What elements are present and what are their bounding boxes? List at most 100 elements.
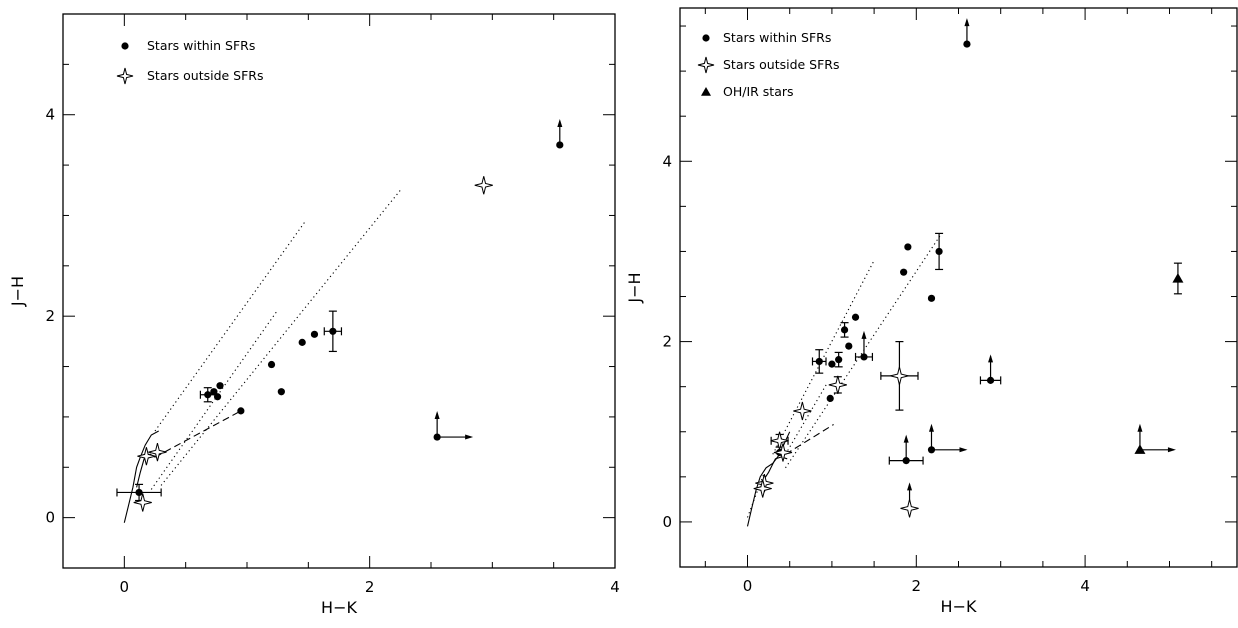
x-limit-arrowhead [959, 447, 968, 453]
data-point-annotations [811, 349, 827, 374]
y-tick-label: 4 [662, 152, 672, 170]
reddening-band-line [160, 189, 401, 486]
legend-marker [116, 67, 134, 85]
data-point [237, 407, 245, 415]
data-point [556, 141, 564, 149]
y-tick-label: 0 [662, 513, 672, 531]
data-point [845, 342, 853, 350]
data-point [860, 353, 868, 361]
data-point [753, 479, 772, 498]
y-tick-label: 2 [45, 307, 55, 325]
y-limit-arrowhead [928, 423, 934, 432]
data-point [310, 330, 319, 338]
y-limit-arrowhead [964, 18, 970, 27]
data-point [298, 338, 306, 346]
data-point [210, 388, 218, 396]
legend-marker [697, 56, 715, 74]
data-point [770, 431, 789, 450]
y-limit-arrowhead [861, 330, 867, 339]
axis-ticks [62, 13, 616, 569]
y-limit-arrowhead [434, 411, 440, 420]
data-point [204, 391, 212, 399]
legend-label: OH/IR stars [723, 84, 794, 99]
legend-label: Stars outside SFRs [147, 68, 264, 83]
data-point [851, 313, 860, 321]
y-tick-label: 4 [45, 106, 55, 124]
reddening-band-line [154, 220, 307, 432]
data-point [900, 268, 908, 276]
data-point [1172, 272, 1184, 283]
series-filled-circle [775, 18, 1002, 465]
data-point [773, 443, 793, 462]
x-tick-label: 2 [365, 578, 375, 596]
series-open-star [753, 340, 919, 518]
data-point [277, 388, 285, 396]
data-point [433, 433, 441, 441]
chart-panel-2: 0 2 4 0 2 4 H−K J−H Stars within SFRs Stars outsi… [625, 7, 1238, 616]
reddening-band-line [150, 309, 279, 490]
reddening-band-line [746, 472, 765, 518]
data-point [935, 247, 943, 256]
data-point [1134, 444, 1146, 454]
data-point [148, 443, 167, 462]
plot-frame [62, 13, 616, 569]
model-curves [123, 189, 401, 523]
y-axis-title: J−H [625, 272, 644, 303]
data-point [828, 360, 836, 368]
model-curves [746, 233, 943, 527]
x-tick-label: 0 [743, 577, 753, 595]
data-point [900, 499, 919, 518]
y-limit-arrowhead [907, 482, 913, 491]
data-point [890, 366, 909, 385]
ctts-locus-line [154, 410, 242, 458]
data-point-annotations [557, 118, 563, 145]
x-tick-label: 0 [120, 578, 130, 596]
data-point [216, 382, 224, 390]
x-tick-label: 4 [610, 578, 620, 596]
data-point [815, 357, 823, 366]
data-point [927, 446, 936, 454]
y-limit-arrowhead [557, 118, 563, 127]
axis-ticks [680, 8, 1237, 568]
legend-label: Stars outside SFRs [723, 57, 840, 72]
data-point [213, 393, 222, 401]
intrinsic-color-track [123, 430, 159, 523]
data-point [329, 327, 337, 335]
data-point [828, 375, 847, 394]
x-axis-title: H−K [941, 597, 977, 616]
x-tick-label: 4 [1080, 577, 1090, 595]
series-open-star [133, 176, 493, 512]
data-point [927, 294, 936, 302]
legend-marker [702, 34, 710, 42]
data-point [267, 360, 276, 369]
y-limit-arrowhead [988, 354, 994, 363]
x-tick-label: 2 [912, 577, 922, 595]
legend-marker [121, 42, 129, 50]
data-point [135, 488, 143, 497]
series-filled-triangle [1134, 262, 1184, 454]
data-point [902, 457, 910, 465]
y-axis-title: J−H [8, 276, 27, 307]
legend: Stars within SFRs Stars outside SFRs OH/IR… [697, 30, 840, 99]
data-point [133, 493, 152, 512]
series-filled-circle [116, 118, 564, 502]
data-point [904, 243, 912, 251]
data-point-annotations [928, 423, 968, 453]
ctts-locus-line [785, 424, 834, 455]
legend-marker [701, 87, 711, 96]
data-point-annotations [1137, 423, 1176, 453]
data-point [793, 401, 812, 421]
legend: Stars within SFRs Stars outside SFRs [116, 38, 264, 85]
data-point-annotations [964, 18, 970, 45]
y-tick-label: 2 [662, 333, 672, 351]
x-limit-arrowhead [465, 434, 474, 440]
x-limit-arrowhead [1167, 447, 1176, 453]
y-limit-arrowhead [903, 434, 909, 443]
legend-label: Stars within SFRs [147, 38, 255, 53]
y-limit-arrowhead [1137, 423, 1143, 432]
chart-panel-1: 0 2 4 0 2 4 H−K J−H Stars within SFRs Stars outsi… [8, 13, 620, 617]
data-point [826, 394, 834, 402]
data-point [986, 376, 995, 384]
